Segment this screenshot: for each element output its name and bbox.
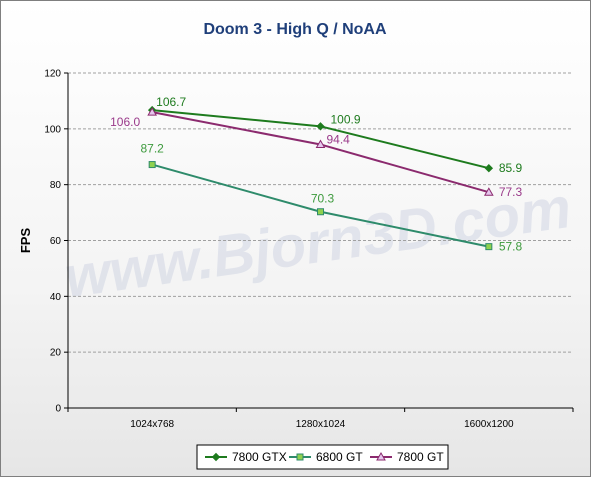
data-label: 77.3 [499,185,523,199]
y-tick-label: 20 [50,348,62,359]
data-point [317,208,324,216]
legend: 7800 GTX 6800 GT 7800 GT [196,444,449,470]
data-label: 106.0 [110,115,140,129]
y-tick-label: 100 [44,124,61,135]
data-label: 70.3 [311,192,335,206]
chart-title: Doom 3 - High Q / NoAA [203,21,387,38]
series-line [152,109,490,170]
y-axis-title: FPS [18,228,33,254]
y-tick-label: 120 [44,69,61,80]
legend-marker [376,451,386,461]
x-tick-label: 1024x768 [130,419,174,430]
legend-label: 6800 GT [316,450,363,464]
legend-box [196,444,449,470]
data-point [483,187,494,196]
data-label: 85.9 [499,161,523,175]
data-label: 57.8 [499,240,523,254]
data-label: 94.4 [327,132,351,146]
y-tick-label: 40 [50,292,62,303]
data-point [148,161,156,169]
legend-marker [211,452,221,462]
data-point [147,107,158,116]
data-label: 106.7 [156,95,186,109]
data-point [316,122,325,131]
data-point [315,139,326,148]
x-tick-label: 1600x1200 [464,419,514,430]
legend-label: 7800 GTX [232,450,287,464]
data-label: 100.9 [331,112,361,126]
data-point [484,163,494,173]
data-point [485,243,493,251]
y-tick-label: 0 [55,404,61,415]
legend-label: 7800 GT [397,450,444,464]
legend-marker [296,453,304,461]
data-label: 87.2 [140,142,164,156]
y-tick-label: 80 [50,180,62,191]
y-tick-label: 60 [50,236,62,247]
x-tick-label: 1280x1024 [296,419,346,430]
